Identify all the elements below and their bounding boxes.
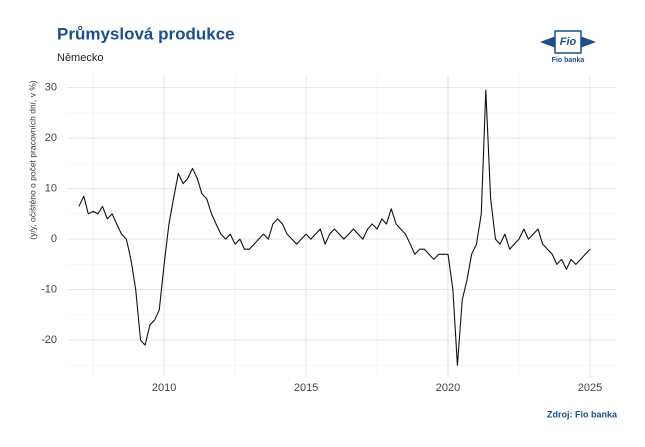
y-tick-label: 20 (45, 132, 57, 144)
logo-flag (540, 36, 556, 48)
source: Zdroj: Fio banka (547, 409, 618, 419)
y-tick-label: 10 (45, 183, 57, 195)
y-tick-label: 30 (45, 82, 57, 94)
x-tick-label: 2020 (436, 382, 460, 394)
y-tick-label: 0 (51, 233, 57, 245)
logo-box (554, 30, 582, 54)
chart-title: Průmyslová produkce (57, 24, 235, 43)
grid (67, 75, 617, 378)
x-tick-label: 2010 (152, 382, 176, 394)
y-tick-label: -10 (41, 284, 57, 296)
logo: Fio Fio banka (540, 30, 596, 64)
chart-subtitle: Německo (57, 52, 103, 64)
logo-caption: Fio banka (552, 57, 585, 64)
line-series (78, 89, 591, 366)
y-axis-label: (y/y, očištěno o počet pracovních dní, v… (27, 80, 37, 240)
x-tick-label: 2025 (578, 382, 602, 394)
y-tick-label: -20 (41, 334, 57, 346)
x-tick-label: 2015 (294, 382, 318, 394)
logo-flag (580, 36, 596, 48)
logo-text: Fio (560, 36, 577, 48)
